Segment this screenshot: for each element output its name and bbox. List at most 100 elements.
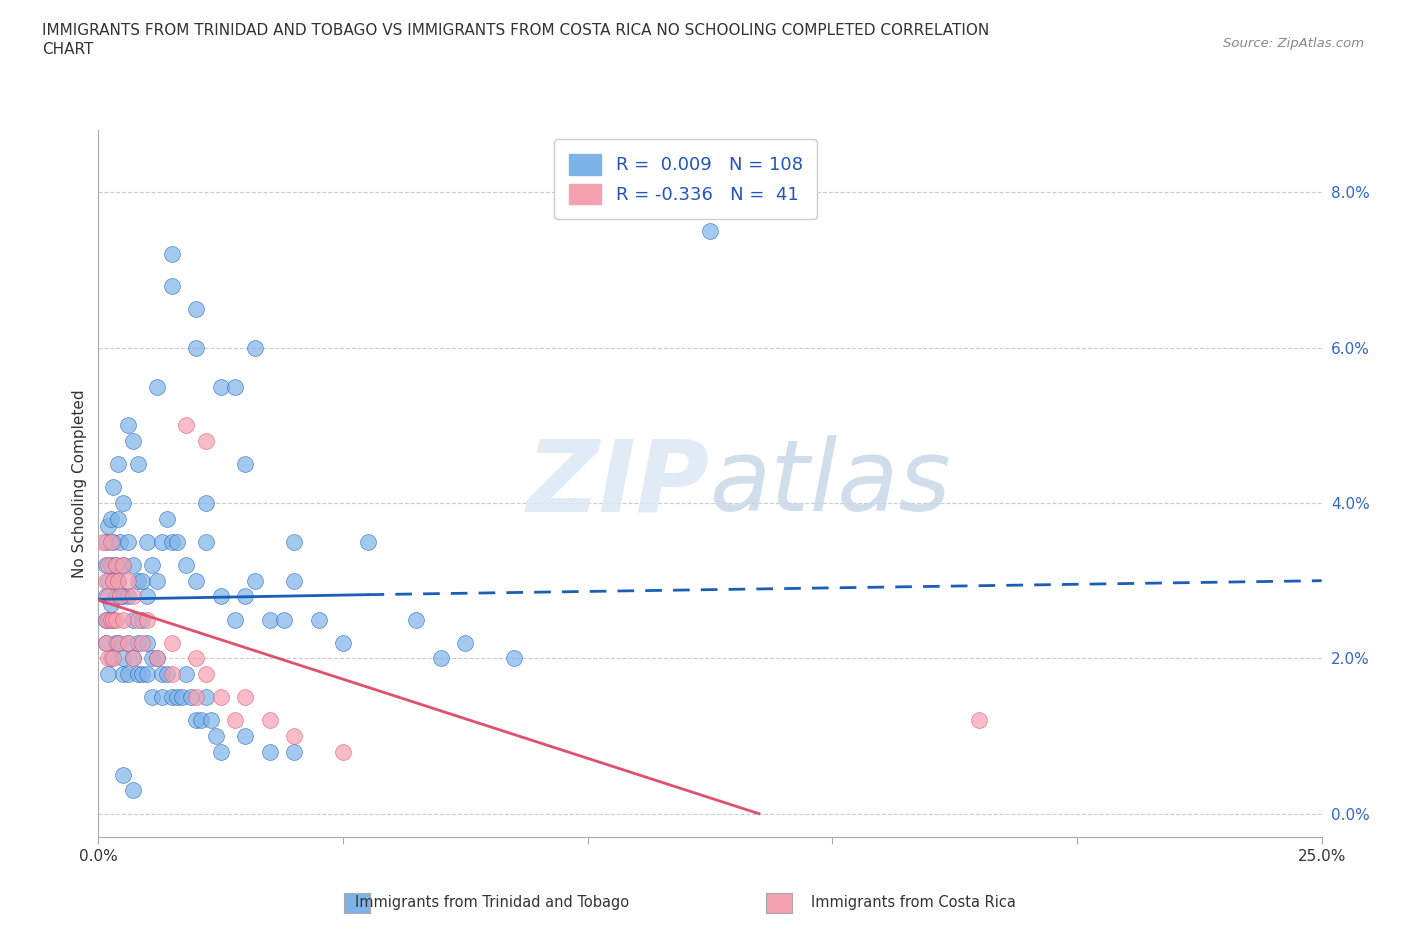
Point: [111, 767, 134, 782]
Point: [100, 596, 122, 611]
Point: [209, 690, 232, 705]
Point: [136, 589, 159, 604]
Point: [100, 612, 122, 627]
Point: [186, 651, 208, 666]
Point: [146, 651, 169, 666]
Point: [97, 651, 120, 666]
Point: [166, 690, 188, 705]
Point: [699, 224, 721, 239]
Point: [94, 573, 117, 588]
Point: [127, 635, 149, 650]
Point: [94, 612, 117, 627]
Point: [94, 535, 117, 550]
Point: [131, 612, 153, 627]
Point: [101, 573, 124, 588]
Point: [160, 535, 183, 550]
Text: atlas: atlas: [710, 435, 952, 532]
Point: [97, 667, 120, 682]
Point: [209, 744, 232, 759]
Point: [111, 558, 134, 573]
Point: [94, 589, 117, 604]
Point: [101, 612, 124, 627]
Point: [111, 667, 134, 682]
Point: [224, 713, 246, 728]
Point: [97, 612, 120, 627]
Point: [117, 418, 139, 432]
Point: [104, 558, 127, 573]
Point: [141, 558, 163, 573]
Point: [209, 379, 232, 394]
Point: [283, 535, 305, 550]
Point: [127, 667, 149, 682]
Point: [121, 651, 143, 666]
Point: [131, 573, 153, 588]
Point: [100, 651, 122, 666]
Point: [233, 728, 256, 743]
Point: [107, 457, 129, 472]
Point: [136, 535, 159, 550]
Point: [283, 744, 305, 759]
Point: [97, 558, 120, 573]
Text: Immigrants from Costa Rica: Immigrants from Costa Rica: [811, 895, 1017, 910]
Point: [100, 558, 122, 573]
Point: [150, 667, 173, 682]
Point: [195, 690, 218, 705]
Point: [166, 535, 188, 550]
Point: [195, 667, 218, 682]
Point: [97, 589, 120, 604]
Point: [111, 612, 134, 627]
Point: [110, 589, 132, 604]
Point: [233, 457, 256, 472]
Point: [136, 635, 159, 650]
Point: [186, 573, 208, 588]
Point: [150, 690, 173, 705]
Point: [117, 635, 139, 650]
Point: [209, 589, 232, 604]
Point: [332, 635, 354, 650]
Point: [503, 651, 526, 666]
Point: [117, 589, 139, 604]
Point: [111, 496, 134, 511]
Point: [430, 651, 453, 666]
Point: [233, 589, 256, 604]
Point: [283, 728, 305, 743]
Point: [107, 635, 129, 650]
Point: [141, 690, 163, 705]
Point: [94, 635, 117, 650]
Point: [176, 418, 198, 432]
Legend: R =  0.009   N = 108, R = -0.336   N =  41: R = 0.009 N = 108, R = -0.336 N = 41: [554, 140, 817, 219]
Point: [224, 612, 246, 627]
Point: [104, 612, 127, 627]
Point: [156, 667, 179, 682]
Point: [454, 635, 477, 650]
Y-axis label: No Schooling Completed: No Schooling Completed: [72, 390, 87, 578]
Point: [101, 651, 124, 666]
Point: [104, 635, 127, 650]
Point: [180, 690, 202, 705]
Point: [176, 667, 198, 682]
Point: [121, 433, 143, 448]
Point: [117, 535, 139, 550]
Point: [205, 728, 228, 743]
Point: [224, 379, 246, 394]
Point: [308, 612, 330, 627]
Point: [101, 480, 124, 495]
Point: [100, 512, 122, 526]
Point: [131, 667, 153, 682]
Point: [186, 713, 208, 728]
Point: [160, 278, 183, 293]
Point: [110, 535, 132, 550]
Point: [101, 535, 124, 550]
Point: [101, 573, 124, 588]
Point: [127, 612, 149, 627]
Point: [136, 612, 159, 627]
Point: [150, 535, 173, 550]
Point: [243, 340, 266, 355]
Point: [259, 713, 281, 728]
Point: [107, 512, 129, 526]
Point: [273, 612, 295, 627]
Point: [146, 573, 169, 588]
Point: [107, 573, 129, 588]
Point: [94, 558, 117, 573]
Text: Source: ZipAtlas.com: Source: ZipAtlas.com: [1223, 37, 1364, 50]
